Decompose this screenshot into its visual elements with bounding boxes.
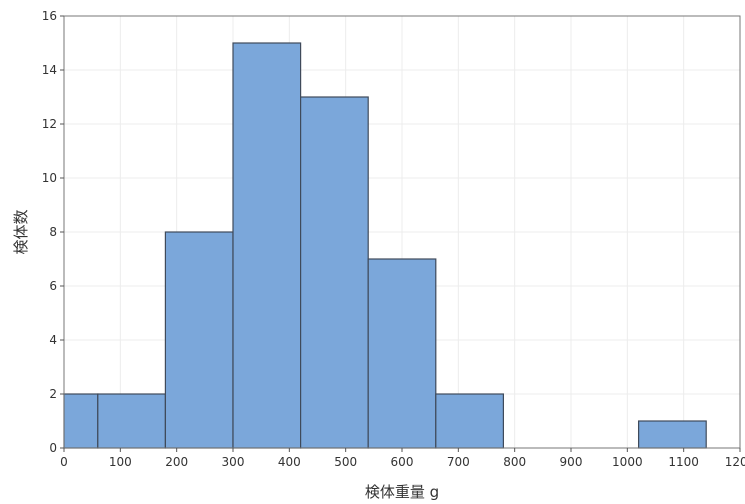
histogram-bar-0 bbox=[63, 393, 99, 449]
x-tick-label: 300 bbox=[222, 455, 245, 469]
y-tick-label: 2 bbox=[49, 387, 57, 401]
x-tick-label: 400 bbox=[278, 455, 301, 469]
x-tick-label: 1100 bbox=[668, 455, 699, 469]
bars bbox=[63, 42, 707, 449]
histogram-bar-3 bbox=[232, 42, 302, 449]
y-tick-label: 0 bbox=[49, 441, 57, 455]
histogram-bar-5 bbox=[367, 258, 437, 449]
y-tick-label: 10 bbox=[42, 171, 57, 185]
y-axis-ticks: 0 2 4 6 8 10 12 14 16 bbox=[42, 9, 64, 455]
x-tick-label: 0 bbox=[60, 455, 68, 469]
histogram-bar-4 bbox=[300, 96, 369, 449]
x-tick-label: 200 bbox=[165, 455, 188, 469]
y-tick-label: 16 bbox=[42, 9, 57, 23]
y-tick-label: 12 bbox=[42, 117, 57, 131]
x-tick-label: 500 bbox=[334, 455, 357, 469]
x-axis-title: 検体重量 g bbox=[365, 483, 439, 501]
histogram-bar-9 bbox=[637, 420, 707, 449]
x-tick-label: 1000 bbox=[612, 455, 643, 469]
x-tick-label: 900 bbox=[560, 455, 583, 469]
histogram-bar-1 bbox=[97, 393, 167, 449]
y-tick-label: 14 bbox=[42, 63, 57, 77]
x-tick-label: 600 bbox=[391, 455, 414, 469]
histogram-bar-6 bbox=[435, 393, 504, 449]
y-tick-label: 4 bbox=[49, 333, 57, 347]
y-axis-title: 検体数 bbox=[12, 209, 30, 254]
x-tick-label: 700 bbox=[447, 455, 470, 469]
histogram-bar-2 bbox=[164, 231, 234, 449]
x-tick-label: 800 bbox=[503, 455, 526, 469]
y-tick-label: 8 bbox=[49, 225, 57, 239]
x-tick-label: 100 bbox=[109, 455, 132, 469]
y-tick-label: 6 bbox=[49, 279, 57, 293]
